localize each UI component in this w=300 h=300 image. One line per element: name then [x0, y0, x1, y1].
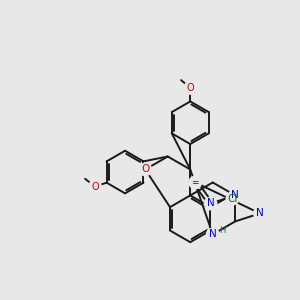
Text: O: O	[186, 83, 194, 93]
Circle shape	[89, 180, 101, 193]
Circle shape	[206, 228, 219, 241]
Circle shape	[254, 207, 266, 220]
Circle shape	[139, 163, 152, 176]
Text: =: =	[191, 178, 199, 187]
Text: N: N	[209, 230, 217, 239]
Circle shape	[189, 176, 202, 189]
Text: O: O	[141, 164, 149, 175]
Text: O: O	[91, 182, 99, 192]
Circle shape	[226, 193, 238, 205]
Text: H: H	[219, 226, 225, 235]
Text: N: N	[256, 208, 264, 218]
Text: Cl: Cl	[227, 194, 238, 204]
Circle shape	[229, 189, 242, 202]
Circle shape	[204, 197, 217, 210]
Text: N: N	[207, 199, 214, 208]
Text: N: N	[231, 190, 239, 200]
Circle shape	[184, 82, 197, 94]
